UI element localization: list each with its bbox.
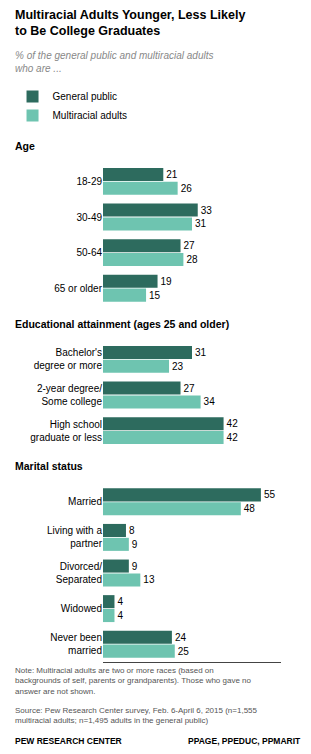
- svg-text:Divorced/Separated: Divorced/Separated: [56, 561, 102, 585]
- svg-text:8: 8: [129, 525, 135, 536]
- svg-text:42: 42: [227, 432, 239, 443]
- svg-text:26: 26: [181, 183, 193, 194]
- svg-text:13: 13: [143, 574, 155, 585]
- svg-text:50-64: 50-64: [76, 247, 102, 258]
- svg-text:9: 9: [132, 561, 138, 572]
- svg-text:34: 34: [204, 396, 216, 407]
- svg-text:Bachelor'sdegree or more: Bachelor'sdegree or more: [34, 347, 103, 371]
- svg-text:General public: General public: [53, 91, 117, 102]
- svg-text:25: 25: [178, 646, 190, 657]
- svg-text:Educational attainment (ages 2: Educational attainment (ages 25 and olde…: [15, 318, 229, 330]
- svg-text:4: 4: [117, 610, 123, 621]
- svg-text:9: 9: [132, 539, 138, 550]
- svg-text:31: 31: [195, 347, 207, 358]
- svg-text:Multiracial Adults Younger, Le: Multiracial Adults Younger, Less Likelyt…: [15, 8, 245, 38]
- svg-text:19: 19: [161, 276, 173, 287]
- svg-text:Note: Multiracial adults are t: Note: Multiracial adults are two or more…: [15, 666, 252, 696]
- svg-text:Source: Pew Research Center su: Source: Pew Research Center survey, Feb.…: [15, 706, 258, 725]
- svg-text:33: 33: [201, 205, 213, 216]
- svg-text:Never beenmarried: Never beenmarried: [50, 632, 102, 656]
- svg-text:15: 15: [149, 290, 161, 301]
- svg-text:% of the general public and mu: % of the general public and multiracial …: [15, 50, 213, 74]
- svg-text:4: 4: [117, 596, 123, 607]
- svg-text:2-year degree/Some college: 2-year degree/Some college: [37, 383, 102, 407]
- svg-text:Age: Age: [15, 140, 35, 152]
- svg-text:21: 21: [166, 169, 178, 180]
- svg-text:42: 42: [227, 418, 239, 429]
- svg-text:31: 31: [195, 218, 207, 229]
- svg-text:High schoolgraduate or less: High schoolgraduate or less: [30, 419, 102, 443]
- svg-text:Marital status: Marital status: [15, 460, 83, 472]
- svg-text:27: 27: [184, 240, 196, 251]
- svg-text:Married: Married: [68, 496, 102, 507]
- svg-text:PPAGE, PPEDUC, PPMARIT: PPAGE, PPEDUC, PPMARIT: [188, 736, 301, 746]
- svg-text:30-49: 30-49: [76, 212, 102, 223]
- svg-text:Multiracial adults: Multiracial adults: [53, 110, 127, 121]
- svg-text:24: 24: [175, 632, 187, 643]
- svg-text:55: 55: [264, 489, 276, 500]
- svg-text:65 or older: 65 or older: [54, 283, 102, 294]
- svg-text:27: 27: [184, 383, 196, 394]
- svg-text:18-29: 18-29: [76, 176, 102, 187]
- svg-text:Living with apartner: Living with apartner: [47, 525, 103, 549]
- svg-text:28: 28: [186, 254, 198, 265]
- svg-text:PEW RESEARCH CENTER: PEW RESEARCH CENTER: [15, 736, 122, 746]
- svg-text:23: 23: [172, 361, 184, 372]
- svg-text:48: 48: [244, 503, 256, 514]
- svg-text:Widowed: Widowed: [61, 603, 102, 614]
